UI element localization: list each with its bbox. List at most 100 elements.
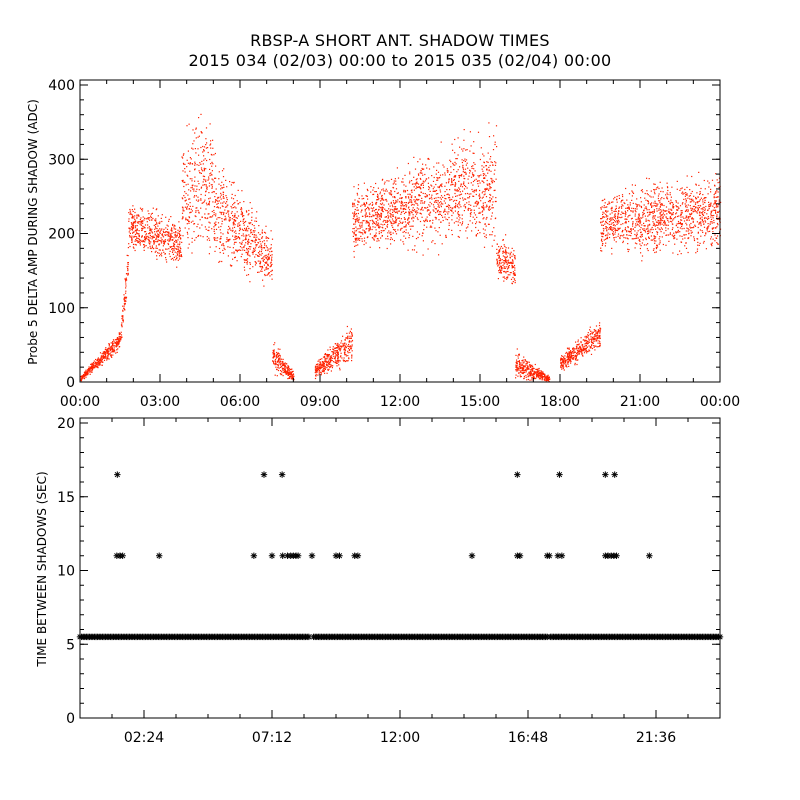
top-data-point: [466, 202, 468, 204]
top-data-point: [464, 207, 467, 209]
top-data-point: [115, 352, 117, 354]
top-data-point: [232, 229, 234, 231]
top-data-point: [164, 231, 166, 234]
top-data-point: [464, 203, 466, 206]
top-data-point: [200, 167, 203, 169]
top-data-point: [246, 263, 248, 265]
top-data-point: [596, 339, 598, 341]
top-data-point: [374, 214, 377, 216]
top-data-point: [179, 248, 182, 250]
top-data-point: [165, 227, 167, 229]
top-data-point: [498, 270, 500, 272]
top-data-point: [219, 211, 221, 213]
top-data-point: [162, 235, 164, 237]
top-data-point: [519, 362, 521, 364]
top-data-point: [91, 363, 93, 365]
top-data-point: [136, 228, 138, 230]
top-data-point: [399, 220, 401, 222]
top-data-point: [390, 190, 392, 192]
top-data-point: [394, 207, 396, 210]
top-data-point: [350, 328, 352, 330]
top-data-point: [159, 228, 161, 230]
top-data-point: [233, 239, 235, 241]
top-data-point: [151, 228, 153, 230]
top-data-point: [144, 238, 147, 240]
top-data-point: [377, 187, 379, 189]
top-data-point: [195, 207, 197, 209]
top-data-point: [272, 357, 274, 359]
top-data-point: [284, 369, 286, 371]
top-data-point: [416, 210, 418, 212]
top-data-point: [515, 370, 517, 372]
top-data-point: [379, 217, 381, 219]
top-data-point: [221, 181, 223, 183]
top-data-point: [164, 241, 166, 243]
top-data-point: [233, 215, 236, 217]
top-data-point: [172, 224, 174, 226]
top-data-point: [429, 190, 431, 192]
top-data-point: [107, 354, 109, 356]
top-data-point: [357, 238, 359, 240]
top-data-point: [151, 236, 153, 238]
top-data-point: [176, 234, 178, 236]
top-data-point: [457, 169, 459, 171]
top-data-point: [376, 218, 378, 220]
top-data-point: [204, 213, 206, 215]
top-data-point: [415, 213, 418, 215]
top-data-point: [493, 239, 495, 241]
top-data-point: [562, 364, 564, 366]
top-data-point: [524, 366, 526, 368]
top-data-point: [173, 259, 175, 261]
top-data-point: [254, 236, 256, 238]
top-data-point: [215, 188, 217, 190]
top-data-point: [465, 149, 467, 151]
top-data-point: [132, 232, 134, 234]
top-data-point: [705, 248, 707, 250]
top-data-point: [154, 219, 156, 221]
top-data-point: [381, 202, 384, 204]
top-data-point: [435, 208, 437, 210]
top-data-point: [667, 189, 669, 192]
top-data-point: [607, 203, 609, 205]
top-data-point: [677, 215, 679, 218]
top-data-point: [418, 194, 420, 196]
top-data-point: [202, 151, 204, 153]
top-data-point: [102, 351, 104, 353]
top-data-point: [509, 257, 511, 259]
top-data-point: [357, 212, 359, 215]
top-data-point: [242, 239, 244, 241]
top-data-point: [437, 231, 439, 233]
top-data-point: [357, 204, 359, 206]
top-data-point: [548, 376, 550, 378]
top-data-point: [379, 247, 381, 249]
top-data-point: [619, 235, 621, 237]
top-data-point: [451, 178, 453, 180]
top-data-point: [711, 227, 713, 229]
top-data-point: [363, 203, 365, 206]
top-data-point: [81, 378, 83, 380]
top-data-point: [86, 371, 89, 373]
top-data-point: [195, 128, 197, 130]
top-data-point: [474, 179, 476, 181]
top-data-point: [325, 364, 327, 366]
top-data-point: [532, 365, 534, 368]
top-data-point: [531, 370, 534, 372]
top-data-point: [274, 361, 277, 363]
top-data-point: [407, 219, 409, 221]
top-data-point: [121, 322, 123, 324]
top-data-point: [582, 347, 584, 349]
top-data-point: [344, 339, 346, 341]
top-data-point: [518, 360, 520, 363]
top-data-point: [581, 352, 583, 354]
top-data-point: [316, 365, 318, 367]
top-data-point: [438, 219, 440, 221]
top-data-point: [155, 227, 157, 229]
top-data-point: [328, 363, 330, 365]
top-data-point: [149, 247, 151, 249]
top-data-point: [127, 263, 129, 266]
top-data-point: [531, 374, 533, 376]
top-data-point: [498, 257, 500, 259]
top-data-point: [511, 263, 513, 265]
top-data-point: [163, 231, 165, 233]
top-data-point: [578, 352, 580, 354]
